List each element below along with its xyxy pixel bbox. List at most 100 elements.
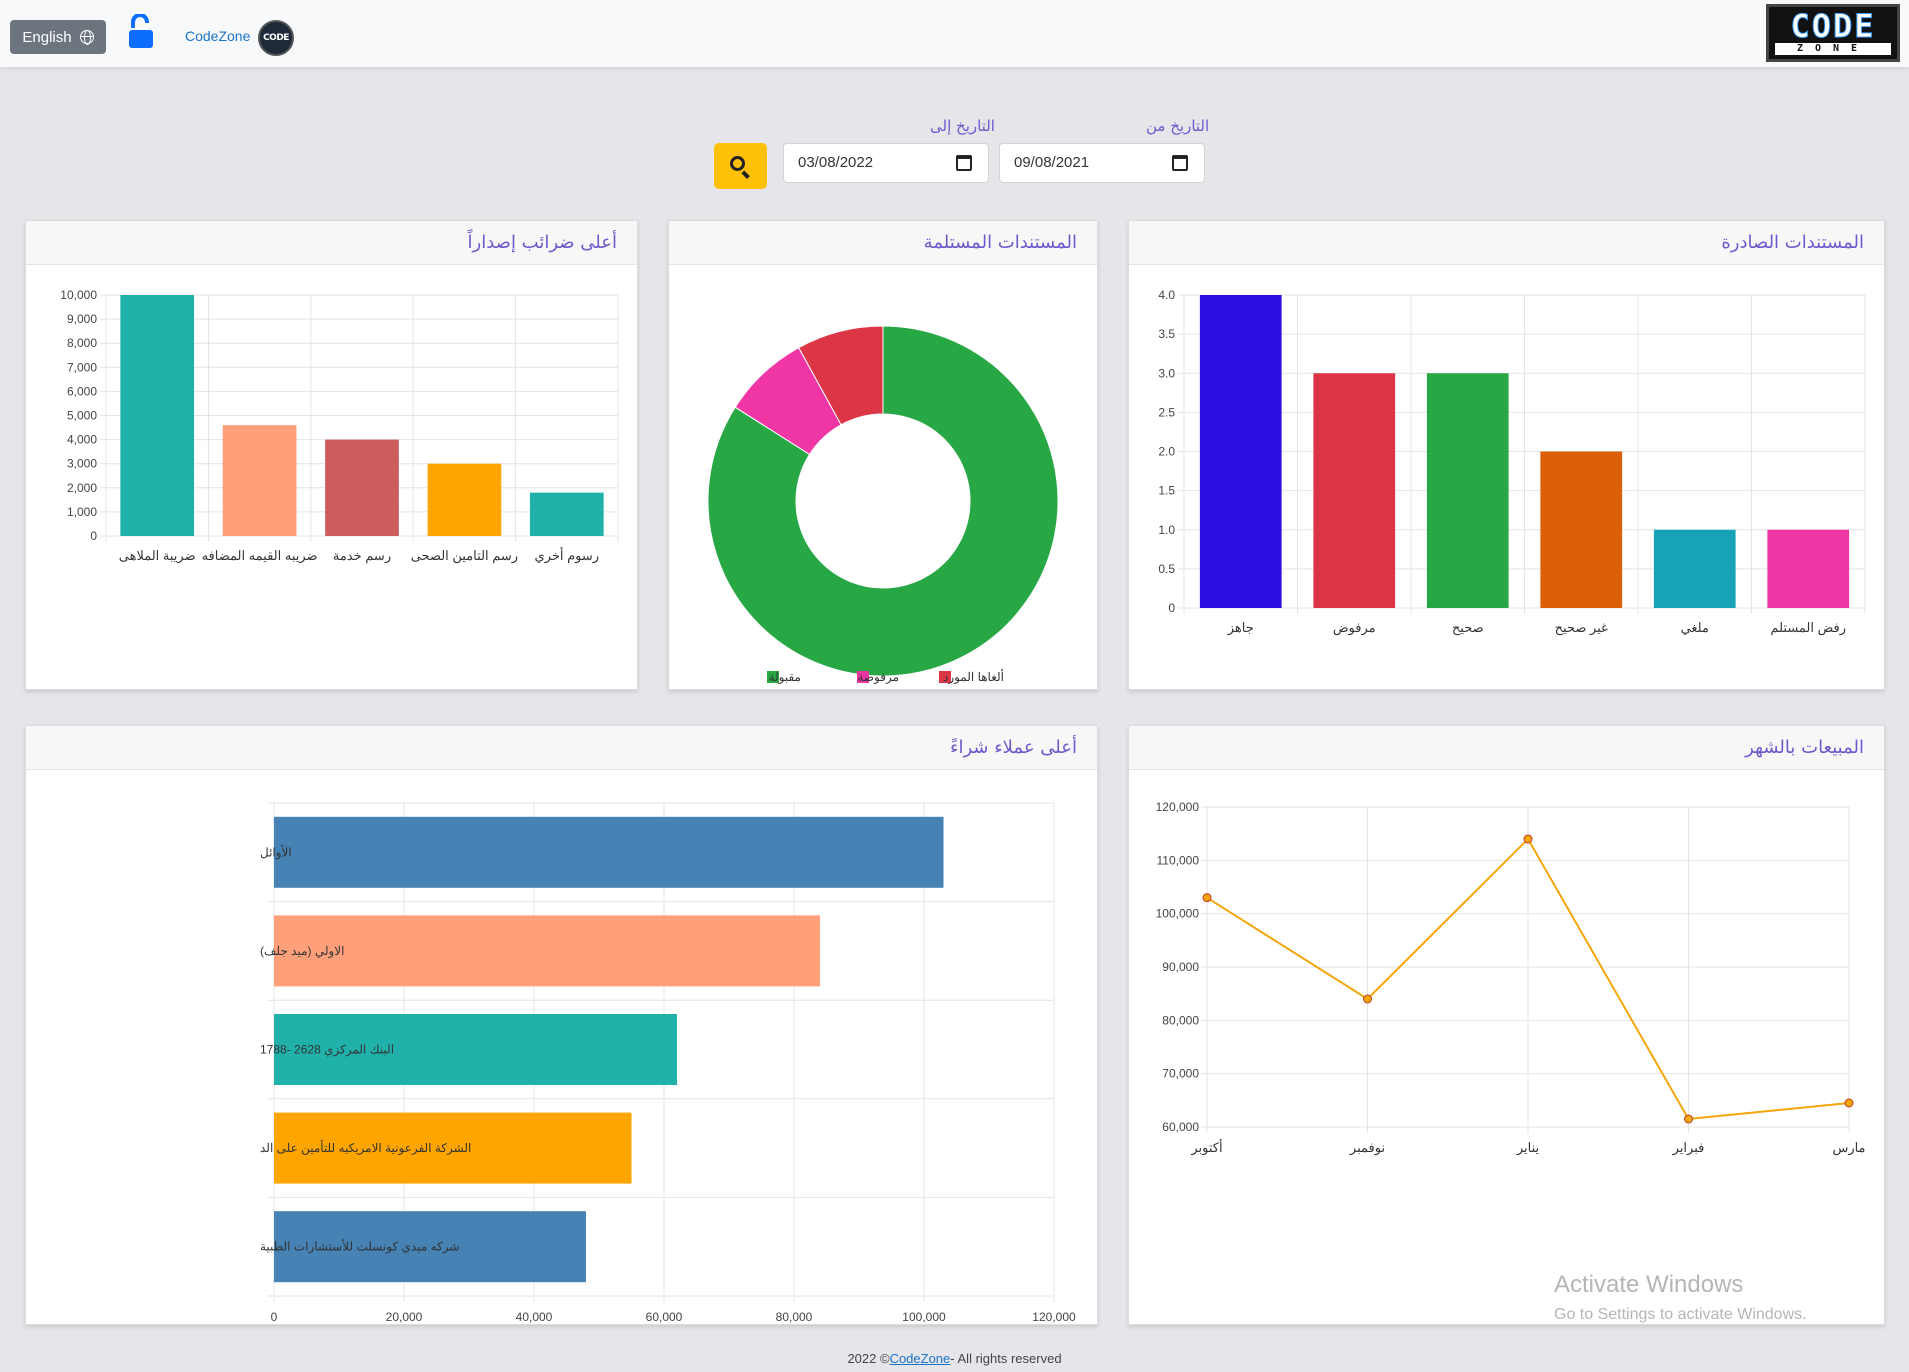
date-from-input[interactable]: 09/08/2021 (999, 143, 1205, 183)
x-tick-label: 40,000 (516, 1310, 553, 1324)
issued-documents-chart: 0 0.5 1.0 1.5 2.0 2.5 3.0 3.5 4.0 جاهز مرفوض صحيح غي… (1158, 288, 1866, 636)
y-tick-label: 5,000 (67, 409, 97, 423)
received-documents-card: المستندات المستلمة مقبولة مرفوضة ألغاها ال… (668, 220, 1098, 690)
y-tick-label: 120,000 (1156, 800, 1200, 814)
bar (274, 1211, 586, 1283)
y-tick-label: 3.5 (1158, 327, 1175, 341)
language-button[interactable]: English (10, 20, 106, 54)
search-icon (730, 156, 745, 171)
x-tick-label: 80,000 (776, 1310, 813, 1324)
calendar-icon[interactable] (956, 155, 972, 171)
x-category-label: رسم خدمة (333, 548, 391, 564)
footer-prefix: 2022 © (847, 1351, 890, 1366)
bar (222, 425, 297, 536)
logo-top-text: CODE (1790, 7, 1876, 45)
bar (1767, 529, 1850, 608)
bar (1313, 373, 1396, 608)
bar (1199, 295, 1282, 608)
bar (274, 915, 820, 987)
date-to-value: 03/08/2022 (798, 154, 874, 171)
y-tick-label: 110,000 (1157, 853, 1200, 867)
x-category-label: صحيح (1452, 620, 1484, 636)
top-navbar: English CodeZone CODE CODE ZONE (0, 0, 1909, 68)
y-tick-label: 80,000 (1162, 1013, 1199, 1027)
footer: 2022 ©CodeZone- All rights reserved (0, 1351, 1909, 1366)
y-tick-label: 3,000 (67, 457, 97, 471)
bar (1653, 529, 1736, 608)
y-tick-label: 0.5 (1158, 562, 1175, 576)
monthly-sales-chart: 60,000 70,000 80,000 90,000 100,000 110,000 12… (1156, 800, 1866, 1156)
sales-point (1202, 893, 1212, 903)
x-tick-label: 120,000 (1032, 1310, 1076, 1324)
legend-swatch (939, 671, 951, 683)
monthly-sales-card: المبيعات بالشهر 60,000 70,000 80,000 90,000… (1128, 725, 1885, 1325)
bar (427, 463, 502, 536)
calendar-icon[interactable] (1172, 155, 1188, 171)
bar (274, 1112, 632, 1184)
y-tick-label: 60,000 (1162, 1120, 1199, 1134)
logo-bottom-text: ZONE (1775, 43, 1891, 55)
x-tick-label: 60,000 (646, 1310, 683, 1324)
date-to-input[interactable]: 03/08/2022 (783, 143, 989, 183)
x-category-label: ضريبه القيمه المضافه (202, 548, 318, 564)
bar (529, 492, 604, 536)
x-category-label: رسم التامين الصحى (411, 548, 518, 564)
x-tick-label: 20,000 (386, 1310, 423, 1324)
x-category-label: ضريبة الملاهى (119, 548, 196, 564)
y-tick-label: 2.5 (1158, 405, 1175, 419)
y-tick-label: 6,000 (67, 384, 97, 398)
donut-slice (798, 325, 884, 426)
y-tick-label: 2.0 (1158, 445, 1175, 459)
x-category-label: مرفوض (1333, 620, 1376, 636)
y-tick-label: 70,000 (1162, 1067, 1199, 1081)
y-tick-label: 10,000 (60, 288, 97, 302)
x-category-label: رسوم أخري (535, 547, 600, 564)
monthly-sales-title: المبيعات بالشهر (1129, 726, 1884, 770)
legend-swatch (767, 671, 779, 683)
date-from-value: 09/08/2021 (1014, 154, 1090, 171)
legend-swatch (857, 671, 869, 683)
y-category-label: الاولي (ميد جلف) (260, 944, 344, 958)
y-tick-label: 100,000 (1156, 907, 1200, 921)
footer-link[interactable]: CodeZone (889, 1351, 951, 1366)
x-category-label: غير صحيح (1555, 620, 1608, 636)
y-category-label: شركه ميدي كونسلت للأستشارات الطبية (260, 1239, 459, 1254)
bar (274, 1014, 677, 1085)
y-tick-label: 1,000 (67, 505, 97, 519)
bar (274, 816, 944, 888)
bar (120, 295, 195, 536)
legend-label: ألغاها المورد (943, 669, 1004, 684)
top-taxes-title: أعلى ضرائب إصداراً (26, 221, 637, 265)
globe-icon (79, 30, 94, 45)
footer-suffix: - All rights reserved (950, 1351, 1062, 1366)
donut-slice (707, 325, 1059, 677)
y-tick-label: 90,000 (1162, 960, 1199, 974)
x-category-label: أكتوبر (1190, 1139, 1222, 1156)
y-tick-label: 0 (1168, 601, 1175, 615)
codezone-logo[interactable]: CODE ZONE (1766, 4, 1900, 62)
unlock-icon[interactable] (126, 14, 156, 50)
search-icon-handle (741, 170, 750, 179)
top-customers-title: أعلى عملاء شراءً (26, 726, 1097, 770)
x-category-label: فبراير (1672, 1140, 1705, 1156)
x-category-label: رفض المستلم (1770, 620, 1846, 636)
sales-point (1523, 834, 1533, 844)
y-tick-label: 9,000 (67, 312, 97, 326)
sales-point (1684, 1114, 1693, 1124)
bar (325, 439, 399, 536)
search-button[interactable] (714, 143, 767, 189)
y-tick-label: 7,000 (67, 360, 97, 374)
x-category-label: مارس (1832, 1140, 1865, 1156)
y-tick-label: 1.0 (1158, 523, 1175, 537)
y-tick-label: 4,000 (67, 433, 97, 447)
issued-documents-card: المستندات الصادرة 0 0.5 1.0 1.5 2.0 2.5 3.0 3.5… (1128, 220, 1885, 690)
top-taxes-card: أعلى ضرائب إصداراً 0 1,000 2,000 3,000 4,000… (25, 220, 638, 690)
language-button-label: English (22, 28, 72, 46)
y-tick-label: 8,000 (67, 336, 97, 350)
y-tick-label: 0 (90, 529, 97, 543)
brand-link[interactable]: CodeZone (185, 28, 251, 44)
sales-point (1844, 1098, 1854, 1108)
y-tick-label: 3.0 (1158, 366, 1175, 380)
date-to-label: التاريخ إلى (930, 117, 995, 135)
legend-label: مرفوضة (857, 670, 899, 684)
